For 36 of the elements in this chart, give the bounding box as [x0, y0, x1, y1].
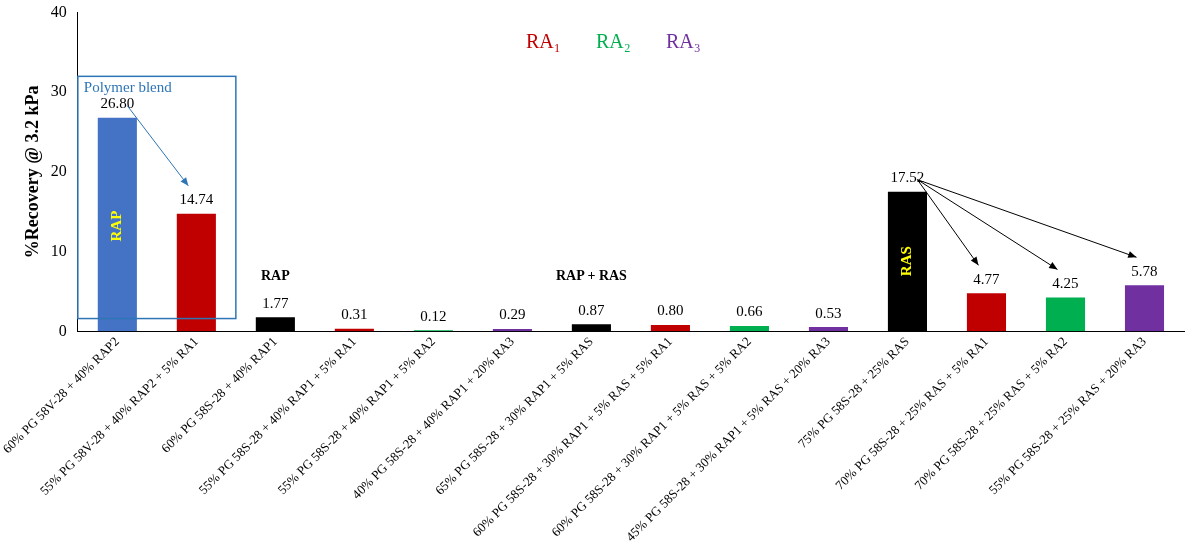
- text: RA₂: [595, 29, 631, 52]
- text: RA₃: [665, 29, 701, 52]
- data-label: 0.31: [341, 306, 368, 323]
- y-tick-label: 10: [50, 241, 67, 259]
- data-label: 26.80: [100, 95, 135, 112]
- data-label: 4.77: [973, 270, 1001, 287]
- data-label: 4.25: [1052, 274, 1079, 291]
- data-label: 14.74: [179, 191, 214, 208]
- data-label: 0.29: [499, 306, 526, 323]
- annotation: RAP + RAS: [555, 268, 628, 284]
- data-label: 0.66: [736, 303, 764, 320]
- data-label: 0.80: [657, 302, 684, 319]
- y-tick-label: 40: [50, 2, 67, 20]
- bar: [1124, 285, 1165, 332]
- bar: [650, 324, 690, 332]
- annotation: Polymer blend: [83, 78, 173, 95]
- annotation: RAP: [108, 210, 125, 242]
- y-axis-title: %Recovery @ 3.2 kPa: [21, 85, 42, 259]
- bar: [808, 327, 848, 332]
- data-label: 0.87: [578, 301, 606, 318]
- annotation: RAS: [898, 246, 915, 277]
- bar: [966, 293, 1007, 332]
- text: RA₁: [525, 29, 561, 52]
- data-label: 5.78: [1131, 262, 1158, 279]
- y-tick-label: 30: [50, 82, 67, 100]
- data-label: 17.52: [890, 169, 925, 186]
- data-label: 0.12: [420, 307, 447, 324]
- annotation: RAP: [260, 268, 291, 284]
- bar: [176, 213, 216, 332]
- bar: [97, 117, 137, 332]
- y-tick-label: 20: [50, 162, 67, 180]
- bar: [1045, 297, 1086, 332]
- y-tick-label: 0: [58, 321, 67, 339]
- data-label: 1.77: [262, 294, 289, 311]
- data-label: 0.53: [815, 304, 842, 321]
- bar: [729, 326, 769, 332]
